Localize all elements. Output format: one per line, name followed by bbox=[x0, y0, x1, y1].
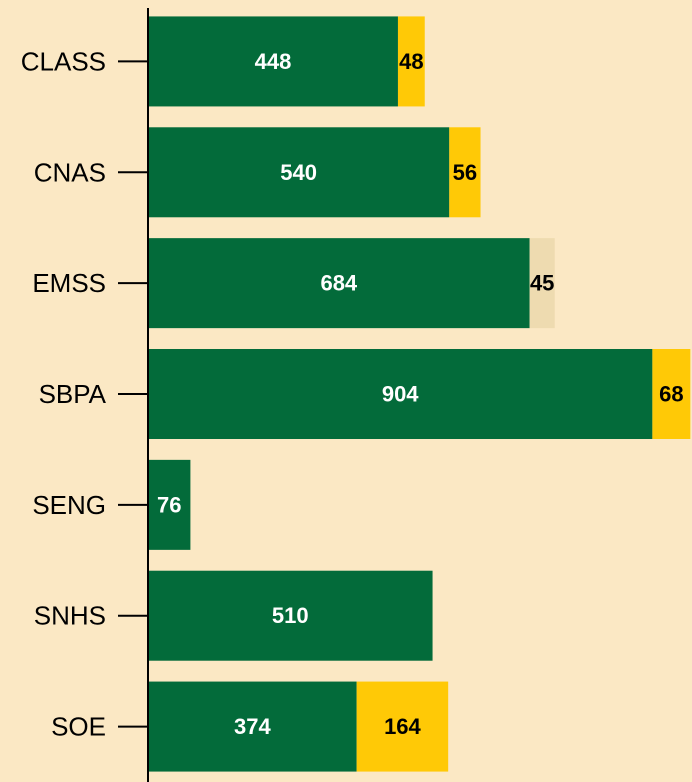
bar-segment bbox=[397, 16, 425, 107]
bar-segment bbox=[148, 16, 398, 107]
value-label: 904 bbox=[382, 382, 419, 407]
value-label: 164 bbox=[384, 714, 421, 739]
value-label: 374 bbox=[234, 714, 271, 739]
value-label: 76 bbox=[157, 492, 181, 517]
bar-segment bbox=[356, 681, 449, 772]
bar-segment bbox=[652, 349, 691, 439]
bar-segment bbox=[148, 127, 450, 218]
bar-segment bbox=[148, 459, 191, 550]
bar-segment bbox=[148, 681, 357, 772]
y-tick-label: SOE bbox=[51, 712, 106, 742]
value-label: 68 bbox=[659, 382, 683, 407]
value-label: 684 bbox=[320, 271, 357, 296]
bar-segment bbox=[148, 570, 433, 661]
y-tick-label: SBPA bbox=[39, 379, 107, 409]
bar-segment bbox=[148, 349, 653, 439]
y-tick-label: EMSS bbox=[32, 268, 106, 298]
y-tick-label: SENG bbox=[32, 490, 106, 520]
value-label: 45 bbox=[530, 271, 554, 296]
value-label: 540 bbox=[280, 160, 317, 185]
value-label: 448 bbox=[255, 49, 292, 74]
value-label: 56 bbox=[453, 160, 477, 185]
bar-segment bbox=[449, 127, 481, 218]
value-label: 510 bbox=[272, 603, 309, 628]
bar-segment bbox=[148, 238, 530, 329]
value-label: 48 bbox=[399, 49, 423, 74]
bar-segment bbox=[529, 238, 555, 329]
y-tick-label: CLASS bbox=[21, 46, 106, 76]
y-tick-label: SNHS bbox=[34, 601, 106, 631]
y-tick-label: CNAS bbox=[34, 157, 106, 187]
